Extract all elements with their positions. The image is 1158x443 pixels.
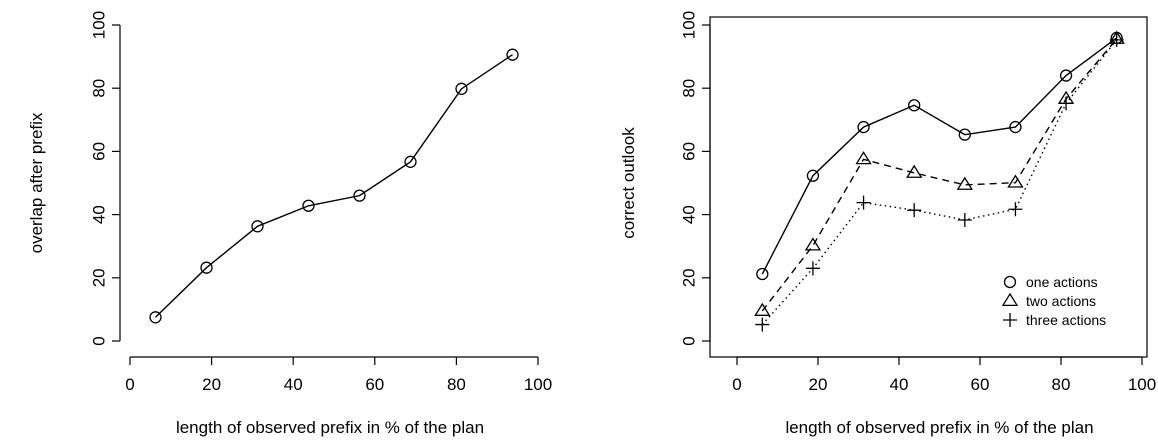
legend: one actions two actions three actions <box>1001 274 1106 328</box>
legend-item: two actions <box>1001 292 1096 309</box>
data-point <box>756 267 769 281</box>
y-tick-label: 40 <box>89 205 108 224</box>
x-tick-label: 100 <box>524 375 552 394</box>
data-point <box>956 176 973 190</box>
y-tick-label: 80 <box>89 79 108 98</box>
data-point <box>149 311 162 324</box>
data-point <box>805 261 820 276</box>
x-tick-label: 20 <box>202 375 221 394</box>
data-point <box>906 164 923 178</box>
series-three-actions <box>755 32 1124 332</box>
y-axis-title: overlap after prefix <box>27 112 46 253</box>
y-tick-label: 20 <box>679 268 698 287</box>
data-point <box>857 120 870 134</box>
data-point <box>455 82 468 95</box>
legend-label: three actions <box>1026 312 1106 328</box>
series-line <box>761 39 1118 326</box>
data-point <box>1008 202 1023 217</box>
legend-item: three actions <box>1003 312 1106 328</box>
data-point <box>804 237 822 251</box>
data-point <box>855 151 872 165</box>
y-tick-label: 60 <box>89 142 108 161</box>
x-tick-label: 60 <box>365 375 384 394</box>
x-tick-label: 40 <box>890 375 909 394</box>
data-point <box>957 212 972 227</box>
x-axis-title: length of observed prefix in % of the pl… <box>785 418 1093 437</box>
data-point <box>1059 96 1074 111</box>
x-tick-label: 40 <box>284 375 303 394</box>
x-tick-label: 100 <box>1128 375 1156 394</box>
data-point <box>755 317 770 332</box>
data-point <box>1007 174 1024 188</box>
data-point <box>404 155 417 168</box>
y-tick-label: 40 <box>679 205 698 224</box>
data-point <box>353 189 366 202</box>
data-point <box>200 261 213 274</box>
legend-item: one actions <box>1003 274 1098 290</box>
y-axis-title: correct outlook <box>619 127 638 239</box>
x-tick-label: 20 <box>809 375 828 394</box>
data-point <box>908 99 921 112</box>
chart-correct-outlook: 0 20 40 60 80 100 0 20 40 60 80 100 length of observ… <box>619 11 1156 437</box>
data-point <box>302 199 315 212</box>
series-line <box>761 37 1118 275</box>
data-point <box>1109 32 1124 47</box>
x-tick-label: 80 <box>1052 375 1071 394</box>
chart-overlap-after-prefix: 0 20 40 60 80 100 0 20 40 60 80 100 length of observ… <box>27 11 552 437</box>
x-tick-label: 80 <box>447 375 466 394</box>
series-0 <box>149 48 519 324</box>
legend-label: two actions <box>1026 293 1096 309</box>
x-axis-title: length of observed prefix in % of the pl… <box>176 418 484 437</box>
data-point <box>506 48 519 61</box>
legend-marker <box>1003 313 1017 327</box>
x-tick-label: 60 <box>971 375 990 394</box>
data-point <box>856 195 871 210</box>
y-tick-label: 100 <box>89 11 108 39</box>
data-point <box>251 220 264 233</box>
y-tick-label: 20 <box>89 268 108 287</box>
series-line <box>155 54 513 318</box>
series-one-actions <box>756 31 1123 281</box>
series-line <box>761 38 1118 312</box>
data-point <box>1009 120 1022 134</box>
data-point <box>958 128 971 141</box>
legend-marker <box>1003 275 1017 289</box>
data-point <box>806 169 820 182</box>
data-point <box>907 203 922 218</box>
legend-marker <box>1001 292 1019 306</box>
y-tick-label: 100 <box>679 11 698 39</box>
legend-label: one actions <box>1026 274 1098 290</box>
y-tick-label: 80 <box>679 79 698 98</box>
data-point <box>1059 69 1073 82</box>
y-tick-label: 0 <box>89 336 108 345</box>
y-tick-label: 60 <box>679 142 698 161</box>
x-tick-label: 0 <box>125 375 134 394</box>
data-point <box>754 302 771 316</box>
y-tick-label: 0 <box>679 336 698 345</box>
x-tick-label: 0 <box>732 375 741 394</box>
